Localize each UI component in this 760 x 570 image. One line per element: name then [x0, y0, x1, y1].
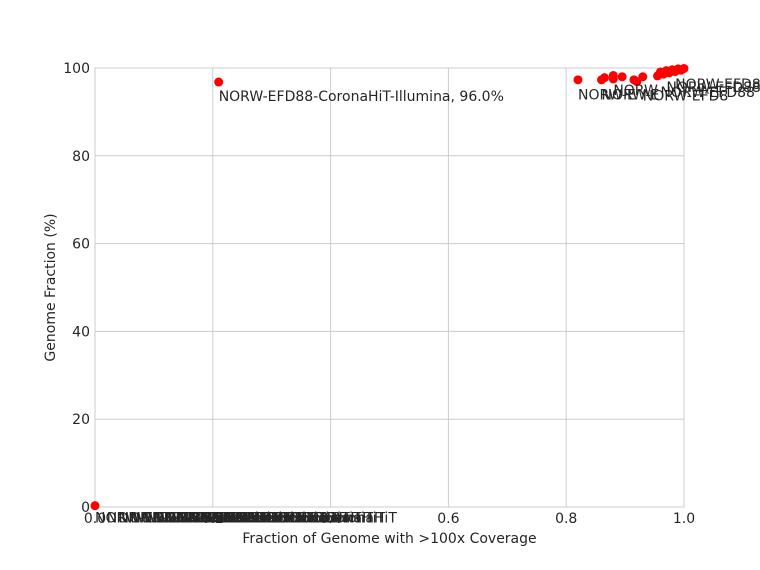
point-annotation: NORW-EFD88-CoronaHiT: [189, 510, 362, 526]
data-point: [573, 75, 583, 85]
y-tick-labels: 0 20 40 60 80 100: [63, 61, 90, 516]
point-annotation: NORW-EFD88-CoronaHiT: [142, 510, 315, 526]
x-tick-labels: 0.0 0.2 0.4 0.6 0.8 1.0: [84, 511, 695, 527]
data-point: [638, 72, 648, 82]
point-annotation: NORW-EFD88-CoronaHiT: [201, 510, 374, 526]
y-tick-label: 0: [81, 500, 90, 516]
data-point: [90, 501, 100, 511]
point-annotation: NORW-E: [578, 88, 636, 104]
y-axis-label: Genome Fraction (%): [43, 213, 59, 361]
point-annotation: NORW-EFD88-CoronaHiT: [95, 510, 268, 526]
point-annotation: NORW-EFD88-CoronaHiT: [166, 510, 339, 526]
point-annotations: NORW-EFD88-CoronaHiT-Illumina, 96.0% NORW…: [95, 77, 760, 526]
x-tick-label: 0.4: [319, 511, 341, 527]
plot-frame: [94, 67, 685, 508]
x-tick-label: 0.8: [555, 511, 577, 527]
point-annotation: NORW-EFD88-CoronaHiT: [154, 510, 327, 526]
point-annotation: NORW-E: [602, 88, 660, 104]
point-annotation: NORW-EFD88-CoronaHiT: [177, 510, 350, 526]
point-annotation: NORW-EFD88-CoronaHiT: [213, 510, 386, 526]
y-tick-label: 100: [63, 61, 90, 77]
point-annotation: NORW: [613, 83, 658, 99]
point-annotation: NORW-EFD88: [660, 85, 754, 101]
data-point: [599, 73, 609, 83]
data-point: [608, 74, 618, 84]
x-tick-label: 1.0: [673, 511, 695, 527]
point-annotation: NORW-EFD88-Cor: [666, 80, 760, 96]
x-tick-label: 0.0: [84, 511, 106, 527]
point-annotation: NORW-EFD88-CoronaHiT-Illumina, 96.0%: [219, 89, 504, 105]
point-annotation: NORW-EFD88-CoronaHiT: [130, 510, 303, 526]
y-tick-label: 80: [72, 149, 90, 165]
x-tick-label: 0.6: [437, 511, 459, 527]
x-axis-label: Fraction of Genome with >100x Coverage: [242, 531, 536, 547]
data-point: [679, 63, 689, 73]
point-annotation: NORW-EFD88-CoronaHiT: [225, 510, 398, 526]
y-tick-label: 20: [72, 412, 90, 428]
point-annotation: NORW-EFD88-CoronaHiT: [119, 510, 292, 526]
y-tick-label: 40: [72, 324, 90, 340]
grid-lines: [94, 67, 685, 508]
point-annotation: NORW-EFD8: [675, 77, 760, 93]
data-point: [214, 77, 224, 87]
point-annotation: NORW-EFD88-CoronaHiT: [107, 510, 280, 526]
x-tick-label: 0.2: [202, 511, 224, 527]
y-tick-label: 60: [72, 237, 90, 253]
data-points: [90, 63, 689, 511]
data-point: [617, 72, 627, 82]
point-annotation: NORW-EFD8: [643, 88, 729, 104]
